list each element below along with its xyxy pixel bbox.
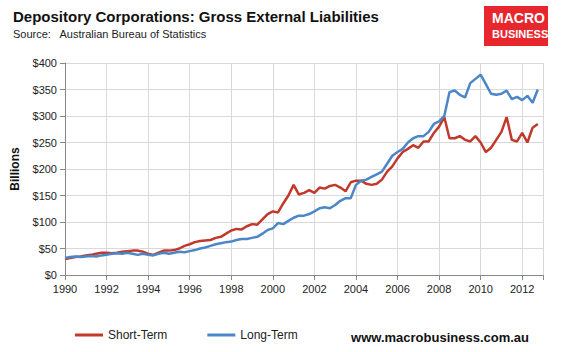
svg-text:$400: $400	[33, 57, 57, 69]
svg-text:www.macrobusiness.com.au: www.macrobusiness.com.au	[350, 330, 529, 345]
svg-text:$0: $0	[45, 269, 57, 281]
svg-text:Depository Corporations: Gross: Depository Corporations: Gross External …	[13, 8, 379, 25]
svg-text:Long-Term: Long-Term	[240, 328, 297, 342]
svg-text:$100: $100	[33, 216, 57, 228]
svg-text:Billions: Billions	[8, 147, 22, 191]
svg-text:2002: 2002	[302, 283, 326, 295]
svg-text:$300: $300	[33, 110, 57, 122]
svg-text:2004: 2004	[344, 283, 368, 295]
svg-text:BUSINESS: BUSINESS	[492, 28, 548, 40]
svg-text:1998: 1998	[219, 283, 243, 295]
svg-text:2000: 2000	[261, 283, 285, 295]
svg-text:$350: $350	[33, 84, 57, 96]
svg-text:Source: Australian Bureau of: Source: Australian Bureau of Statistics	[13, 28, 207, 40]
svg-text:1992: 1992	[94, 283, 118, 295]
svg-text:1990: 1990	[53, 283, 77, 295]
svg-text:$250: $250	[33, 137, 57, 149]
svg-text:$50: $50	[39, 243, 57, 255]
svg-text:MACRO: MACRO	[492, 10, 545, 26]
svg-text:2010: 2010	[468, 283, 492, 295]
svg-text:$150: $150	[33, 190, 57, 202]
svg-text:1994: 1994	[136, 283, 160, 295]
svg-text:2008: 2008	[427, 283, 451, 295]
svg-text:$200: $200	[33, 163, 57, 175]
svg-text:2012: 2012	[510, 283, 534, 295]
svg-text:1996: 1996	[177, 283, 201, 295]
svg-text:Short-Term: Short-Term	[108, 328, 167, 342]
svg-text:2006: 2006	[385, 283, 409, 295]
